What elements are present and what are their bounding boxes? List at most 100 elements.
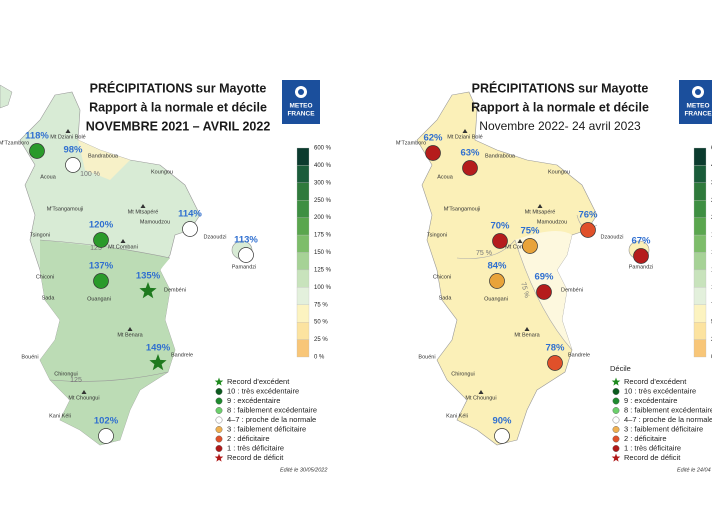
logo-icon-inner (298, 89, 304, 95)
legend-marker (215, 407, 223, 414)
place-name: Ouangani (87, 296, 111, 302)
logo-text: METEO (686, 103, 709, 110)
place-name: M'Tzamboro (0, 140, 29, 146)
place-name: Chirongui (54, 371, 78, 377)
panel: PRÉCIPITATIONS sur Mayotte Rapport à la n… (396, 80, 712, 473)
mountain-icon (462, 129, 468, 133)
station-marker (494, 428, 510, 444)
legend-label: Record de déficit (227, 453, 284, 462)
scale-swatch (296, 322, 310, 340)
legend-label: 1 : très déficitaire (227, 443, 284, 452)
logo-text: FRANCE (287, 111, 315, 118)
legend-label: 3 : faiblement déficitaire (624, 424, 703, 433)
place-name: Mt Mtsapéré (525, 209, 556, 215)
legend-marker (215, 397, 223, 405)
scale-swatch (296, 147, 310, 166)
legend-marker (612, 397, 620, 405)
place-name: Dzaoudzi (601, 234, 624, 240)
place-name: Bouéni (21, 354, 38, 360)
mountain-icon (120, 239, 126, 243)
station-marker (580, 222, 596, 238)
place-name: Mt Benara (117, 332, 143, 338)
station-marker (182, 221, 198, 237)
scale-swatch (693, 217, 707, 236)
station-value: 75% (520, 226, 540, 237)
place-name: Chiconi (433, 274, 451, 280)
place-name: Dembéni (561, 287, 583, 293)
scale-label: 100 % (314, 285, 332, 291)
place-name: Acoua (437, 174, 454, 180)
legend-label: 10 : très excédentaire (227, 386, 299, 395)
isoline-label: 125 (70, 377, 82, 384)
station-value: 120% (89, 220, 114, 231)
place-name: Mamoudzou (537, 219, 567, 225)
legend-label: 2 : déficitaire (624, 434, 667, 443)
station-value: 67% (631, 236, 651, 247)
legend-label: 1 : très déficitaire (624, 443, 681, 452)
place-name: Sada (439, 295, 453, 301)
isoline-label: 75 % (519, 281, 530, 298)
legend-marker (215, 426, 223, 433)
logo-text: METEO (289, 103, 312, 110)
scale-swatch (296, 304, 310, 323)
scale-swatch (296, 165, 310, 183)
scale-swatch (693, 304, 707, 323)
place-name: Bandrele (171, 352, 193, 358)
place-name: Dembéni (164, 287, 186, 293)
title-line: Novembre 2022- 24 avril 2023 (479, 119, 641, 133)
legend-marker (611, 377, 621, 386)
legend-label: 8 : faiblement excédentaire (227, 405, 317, 414)
place-name: Mt Benara (514, 332, 540, 338)
scale-label: 25 % (314, 337, 328, 343)
scale-swatch (296, 339, 310, 358)
scale-label: 300 % (314, 180, 332, 186)
place-name: Mt Dziani Bolé (447, 134, 482, 140)
station-marker (462, 160, 478, 176)
scale-label: 175 % (314, 233, 332, 239)
place-name: Acoua (40, 174, 57, 180)
place-name: Pamandzi (232, 264, 256, 270)
scale-label: 200 % (314, 215, 332, 221)
station-marker (489, 273, 505, 289)
legend-marker (612, 416, 620, 424)
scale-swatch (693, 287, 707, 305)
station-marker (492, 233, 508, 249)
station-marker (425, 145, 441, 161)
logo-icon-inner (695, 89, 701, 95)
scale-swatch (693, 322, 707, 340)
place-name: Bouéni (418, 354, 435, 360)
mountain-icon (524, 327, 530, 331)
station-marker (633, 248, 649, 264)
place-name: Tsingoni (427, 232, 447, 238)
station-marker (98, 428, 114, 444)
scale-swatch (296, 182, 310, 201)
panel: PRÉCIPITATIONS sur Mayotte Rapport à la n… (0, 80, 332, 473)
station-value: 149% (146, 343, 171, 354)
place-name: Mt Choungui (465, 395, 496, 401)
scale-swatch (693, 234, 707, 253)
scale-label: 400 % (314, 163, 332, 169)
station-value: 135% (136, 271, 161, 282)
station-value: 114% (178, 209, 202, 220)
footnote: Edité le 30/05/2022 (280, 467, 327, 473)
place-name: Bandraboua (485, 153, 516, 159)
station-value: 118% (25, 131, 49, 142)
legend-label: Record d'excédent (227, 377, 290, 386)
legend-marker (612, 388, 620, 395)
place-name: Koungou (548, 169, 570, 175)
scale-swatch (693, 269, 707, 288)
legend-label: 3 : faiblement déficitaire (227, 424, 306, 433)
station-value: 84% (487, 261, 507, 272)
station-value: 63% (460, 148, 480, 159)
mountain-icon (140, 204, 146, 208)
station-marker (93, 273, 109, 289)
mountain-icon (478, 390, 484, 394)
station-value: 98% (63, 145, 83, 156)
scale-label: 250 % (314, 198, 332, 204)
legend-marker (611, 453, 621, 462)
station-marker (65, 157, 81, 173)
title-line: Rapport à la normale et décile (89, 100, 267, 114)
scale-label: 75 % (314, 302, 328, 308)
